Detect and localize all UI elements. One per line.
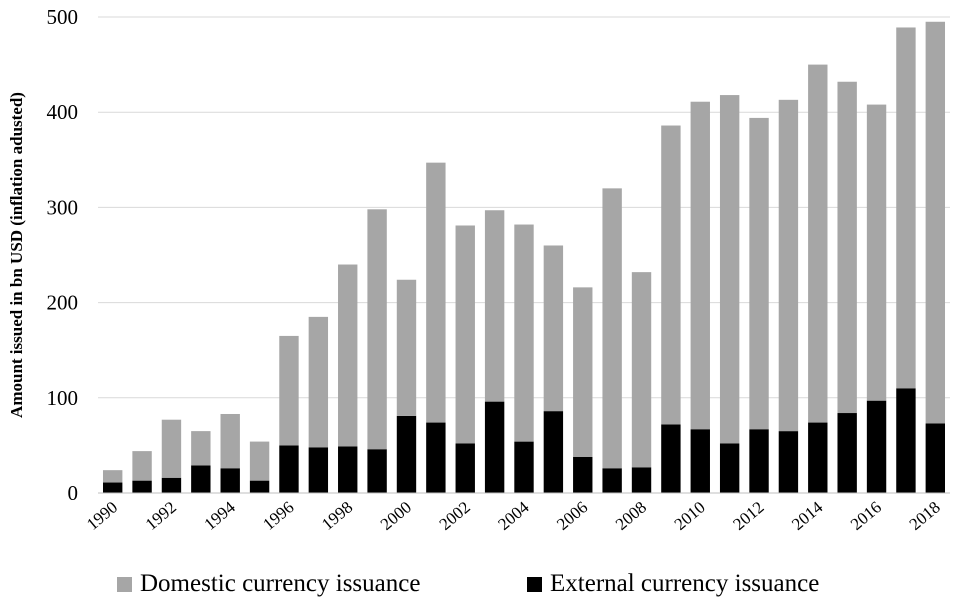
bar-external-currency	[808, 422, 828, 493]
bar-domestic-currency	[132, 451, 152, 481]
bar-external-currency	[484, 401, 505, 493]
bar-domestic-currency	[543, 245, 564, 412]
x-tick-label: 2006	[553, 498, 591, 534]
bar-external-currency	[866, 400, 887, 493]
bar-domestic-currency	[925, 21, 946, 424]
bar-domestic-currency	[308, 316, 329, 448]
bar-domestic-currency	[161, 419, 182, 478]
bar-external-currency	[279, 445, 299, 493]
bar-external-currency	[426, 422, 446, 493]
x-tick-label: 2016	[847, 498, 885, 534]
x-tick-label: 2018	[906, 498, 944, 534]
y-tick-label: 0	[68, 481, 79, 505]
bar-domestic-currency	[866, 104, 887, 401]
legend-label-domestic: Domestic currency issuance	[140, 570, 420, 597]
legend-swatch-domestic	[117, 577, 132, 592]
bar-external-currency	[749, 429, 769, 493]
bar-domestic-currency	[220, 413, 240, 469]
bar-external-currency	[719, 443, 740, 493]
bar-domestic-currency	[808, 64, 828, 423]
bar-external-currency	[220, 468, 240, 493]
bar-domestic-currency	[631, 272, 652, 468]
bar-external-currency	[514, 441, 534, 493]
x-tick-label: 1994	[201, 497, 240, 534]
bar-domestic-currency	[661, 125, 681, 425]
x-tick-label: 2004	[494, 497, 533, 534]
bar-domestic-currency	[602, 188, 622, 469]
bar-domestic-currency	[367, 209, 387, 450]
bar-domestic-currency	[514, 224, 534, 442]
y-tick-label: 100	[47, 386, 79, 410]
bar-external-currency	[396, 415, 417, 493]
x-tick-label: 1996	[259, 498, 297, 534]
bar-external-currency	[249, 480, 270, 493]
x-tick-label: 2014	[788, 497, 827, 534]
bar-domestic-currency	[455, 225, 475, 444]
bar-external-currency	[543, 411, 564, 493]
bar-external-currency	[631, 467, 652, 493]
x-tick-label: 2012	[729, 498, 767, 534]
bar-domestic-currency	[249, 441, 270, 481]
y-tick-label: 400	[47, 100, 79, 124]
bar-external-currency	[573, 456, 593, 493]
legend-label-external: External currency issuance	[550, 570, 819, 597]
x-tick-label: 2002	[436, 498, 474, 534]
bar-external-currency	[102, 482, 123, 493]
x-tick-label: 1990	[83, 498, 121, 534]
bar-external-currency	[367, 449, 387, 493]
bar-domestic-currency	[778, 99, 799, 432]
bar-domestic-currency	[690, 101, 710, 430]
bar-external-currency	[338, 446, 358, 493]
bar-domestic-currency	[102, 470, 123, 483]
bar-external-currency	[896, 388, 916, 493]
bar-domestic-currency	[573, 287, 593, 457]
y-tick-label: 300	[47, 195, 79, 219]
bar-domestic-currency	[396, 279, 417, 416]
bar-external-currency	[602, 468, 622, 493]
x-tick-label: 2000	[377, 498, 415, 534]
x-tick-label: 1998	[318, 498, 356, 534]
bar-domestic-currency	[279, 335, 299, 446]
bar-domestic-currency	[484, 210, 505, 402]
bar-external-currency	[690, 429, 710, 493]
x-tick-label: 1992	[142, 498, 180, 534]
y-tick-label: 500	[47, 5, 79, 29]
bar-external-currency	[837, 413, 857, 493]
bar-domestic-currency	[896, 27, 916, 389]
bar-external-currency	[308, 447, 329, 493]
bar-external-currency	[132, 480, 152, 493]
y-tick-label: 200	[47, 291, 79, 315]
x-tick-label: 2008	[612, 498, 650, 534]
bar-external-currency	[925, 423, 946, 493]
bar-domestic-currency	[837, 81, 857, 414]
legend-swatch-external	[527, 577, 542, 592]
bar-domestic-currency	[338, 264, 358, 447]
bar-external-currency	[161, 477, 182, 493]
bar-external-currency	[661, 424, 681, 493]
bar-domestic-currency	[749, 117, 769, 430]
bar-domestic-currency	[191, 431, 211, 466]
y-axis-title: Amount issued in bn USD (inflation adust…	[7, 92, 26, 418]
bar-external-currency	[455, 443, 475, 493]
bar-domestic-currency	[719, 95, 740, 444]
bar-external-currency	[778, 431, 799, 493]
x-tick-label: 2010	[671, 498, 709, 534]
bar-domestic-currency	[426, 162, 446, 423]
bar-external-currency	[191, 465, 211, 493]
